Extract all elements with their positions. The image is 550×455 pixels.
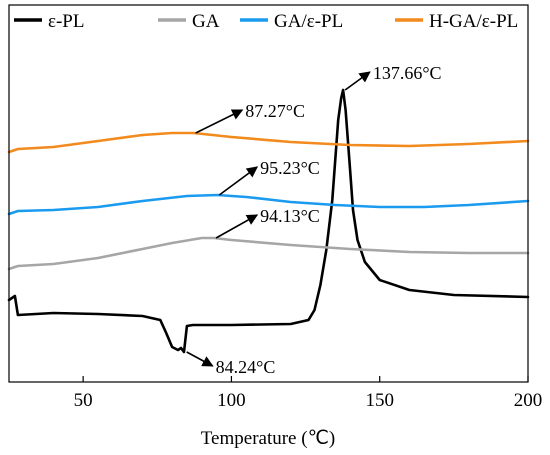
x-tick-label: 150	[365, 390, 394, 411]
legend-label: GA/ε-PL	[274, 11, 343, 32]
x-axis-label: Temperature (℃)	[201, 428, 335, 449]
legend: ε-PL GA GA/ε-PL H-GA/ε-PL	[14, 11, 518, 32]
annotation-arrow	[186, 351, 214, 367]
series-line-0	[7, 88, 530, 354]
annotation-layer: 137.66°C 87.27°C 95.23°C 94.13°C 84.24°C	[186, 63, 442, 377]
annotation-arrow	[195, 109, 244, 134]
series-line-1	[7, 236, 530, 271]
annotation-label: 95.23°C	[260, 158, 320, 178]
legend-label: GA	[192, 11, 220, 32]
series-line-3	[7, 131, 530, 154]
x-tick-label: 50	[74, 390, 93, 411]
annotation-label: 94.13°C	[260, 206, 320, 226]
annotation-arrow	[218, 166, 259, 196]
x-tick-label: 100	[217, 390, 246, 411]
annotation-label: 84.24°C	[216, 357, 276, 377]
annotation-label: 87.27°C	[245, 101, 305, 121]
x-tick-label: 200	[514, 390, 543, 411]
annotation-arrow	[215, 214, 259, 239]
series-line-2	[7, 193, 530, 216]
legend-label: ε-PL	[48, 11, 84, 32]
plot-frame	[8, 4, 529, 383]
legend-label: H-GA/ε-PL	[429, 11, 518, 32]
series-layer	[7, 88, 530, 354]
x-axis: 50 100 150 200	[74, 376, 543, 411]
annotation-label: 137.66°C	[373, 63, 442, 83]
annotation-arrow	[344, 71, 371, 91]
